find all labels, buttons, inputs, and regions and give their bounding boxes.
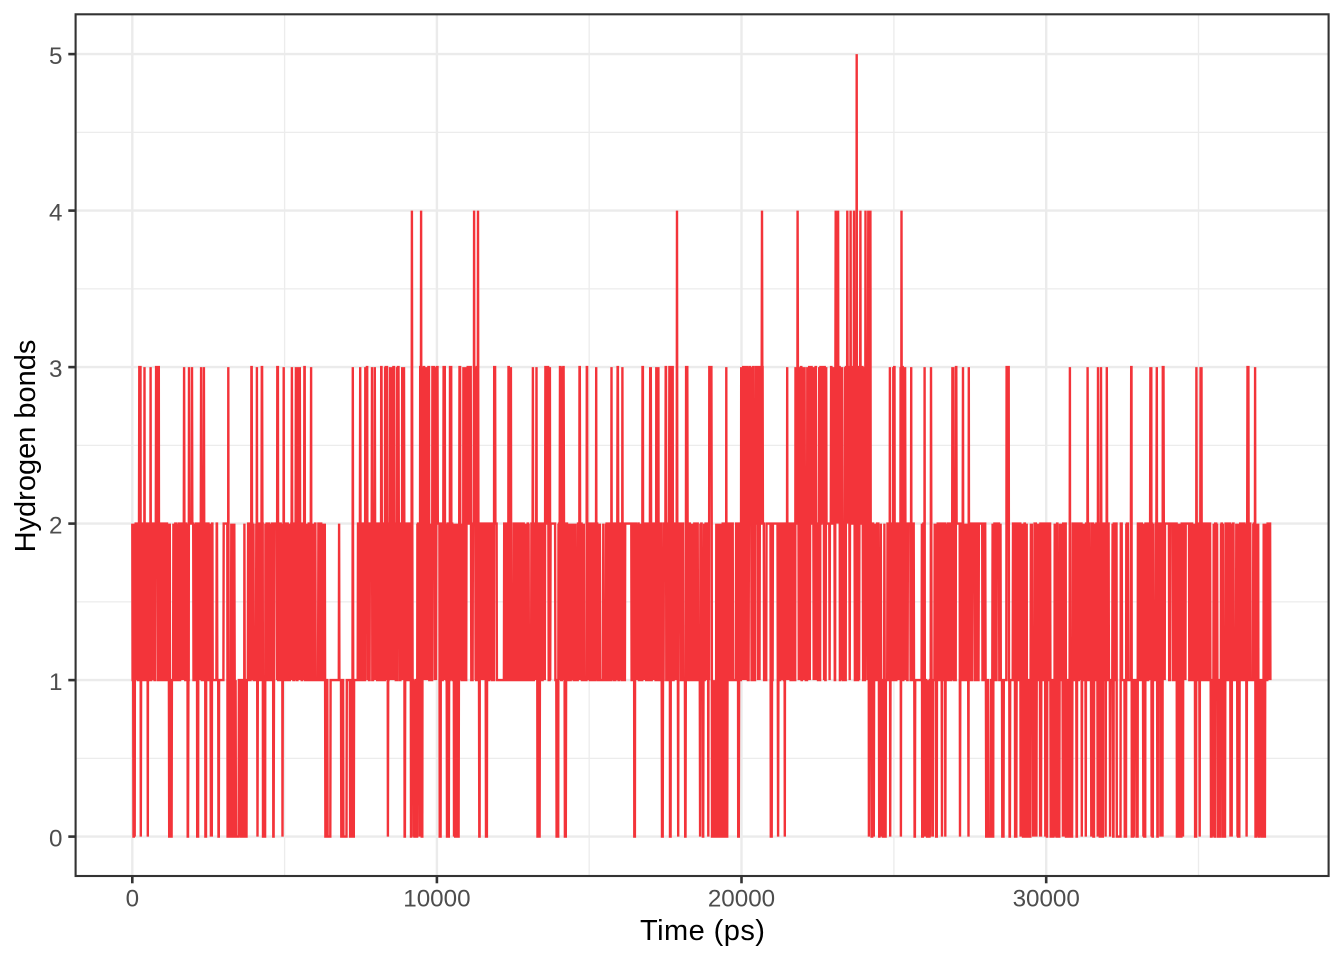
- svg-text:10000: 10000: [403, 886, 470, 913]
- svg-text:3: 3: [49, 356, 62, 383]
- svg-text:2: 2: [49, 512, 62, 539]
- svg-text:4: 4: [49, 199, 62, 226]
- svg-text:0: 0: [126, 886, 139, 913]
- svg-text:Time (ps): Time (ps): [640, 915, 765, 947]
- svg-text:20000: 20000: [708, 886, 775, 913]
- svg-text:5: 5: [49, 43, 62, 70]
- svg-text:30000: 30000: [1013, 886, 1080, 913]
- svg-text:1: 1: [49, 669, 62, 696]
- svg-text:0: 0: [49, 825, 62, 852]
- svg-text:Hydrogen bonds: Hydrogen bonds: [10, 340, 42, 553]
